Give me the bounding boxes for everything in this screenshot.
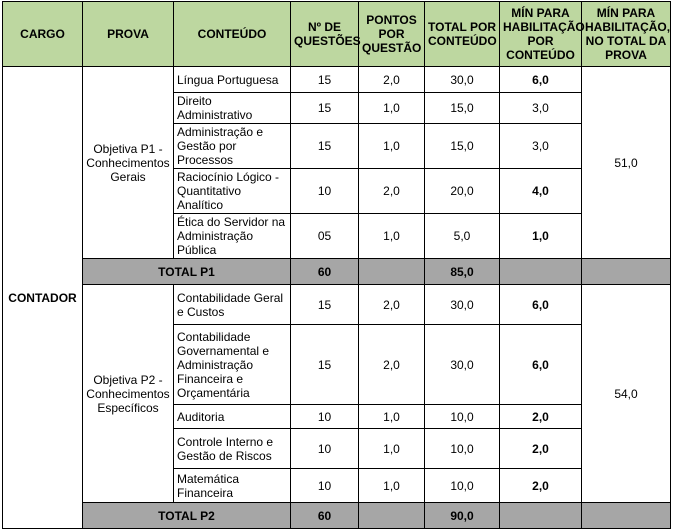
header-prova: PROVA: [82, 1, 174, 67]
table-row: Ética do Servidor na Administração Públi…: [3, 213, 671, 259]
total-p2-questoes: 60: [290, 502, 359, 529]
total-cell: 10,0: [424, 428, 500, 469]
questoes-cell: 15: [290, 324, 359, 405]
pontos-cell: 2,0: [358, 66, 425, 93]
total-p2-label: TOTAL P2: [82, 502, 291, 529]
total-cell: 10,0: [424, 404, 500, 429]
header-min-conteudo: MÍN PARA HABILITAÇÃO POR CONTEÚDO: [499, 1, 585, 67]
min-total-p1-cell: 51,0: [581, 66, 671, 259]
minimo-cell: 3,0: [499, 92, 582, 124]
header-conteudo: CONTEÚDO: [173, 1, 291, 67]
questoes-cell: 10: [290, 404, 359, 429]
questoes-cell: 15: [290, 123, 359, 169]
total-p2-empty: [358, 502, 425, 529]
total-cell: 30,0: [424, 66, 500, 93]
header-cargo: CARGO: [2, 1, 83, 67]
table-row: Controle Interno e Gestão de Riscos 10 1…: [3, 428, 671, 469]
pontos-cell: 2,0: [358, 168, 425, 214]
table-row: Direito Administrativo 15 1,0 15,0 3,0: [3, 92, 671, 124]
pontos-cell: 1,0: [358, 428, 425, 469]
conteudo-cell: Língua Portuguesa: [173, 66, 291, 93]
minimo-cell: 2,0: [499, 404, 582, 429]
total-cell: 5,0: [424, 213, 500, 259]
total-p1-row: TOTAL P1 60 85,0: [3, 258, 671, 285]
pontos-cell: 1,0: [358, 468, 425, 503]
total-cell: 15,0: [424, 92, 500, 124]
header-min-total: MÍN PARA HABILITAÇÃO, NO TOTAL DA PROVA: [581, 1, 671, 67]
questoes-cell: 15: [290, 66, 359, 93]
questoes-cell: 10: [290, 168, 359, 214]
header-pontos: PONTOS POR QUESTÃO: [358, 1, 425, 67]
questoes-cell: 10: [290, 428, 359, 469]
conteudo-cell: Ética do Servidor na Administração Públi…: [173, 213, 291, 259]
total-p1-pontos: 85,0: [424, 258, 500, 285]
conteudo-cell: Contabilidade Geral e Custos: [173, 284, 291, 325]
min-total-p2-cell: 54,0: [581, 284, 671, 503]
total-cell: 15,0: [424, 123, 500, 169]
table-row: Matemática Financeira 10 1,0 10,0 2,0: [3, 468, 671, 503]
total-cell: 10,0: [424, 468, 500, 503]
total-p2-empty: [581, 502, 671, 529]
total-cell: 30,0: [424, 284, 500, 325]
pontos-cell: 1,0: [358, 213, 425, 259]
total-p2-row: TOTAL P2 60 90,0: [3, 502, 671, 529]
conteudo-cell: Auditoria: [173, 404, 291, 429]
minimo-cell: 6,0: [499, 66, 582, 93]
table-row: Objetiva P2 - Conhecimentos Específicos …: [3, 284, 671, 503]
conteudo-cell: Direito Administrativo: [173, 92, 291, 124]
minimo-cell: 3,0: [499, 123, 582, 169]
minimo-cell: 4,0: [499, 168, 582, 214]
conteudo-cell: Administração e Gestão por Processos: [173, 123, 291, 169]
total-p1-label: TOTAL P1: [82, 258, 291, 285]
pontos-cell: 1,0: [358, 92, 425, 124]
pontos-cell: 2,0: [358, 284, 425, 325]
conteudo-cell: Contabilidade Governamental e Administra…: [173, 324, 291, 405]
conteudo-cell: Raciocínio Lógico - Quantitativo Analíti…: [173, 168, 291, 214]
questoes-cell: 15: [290, 284, 359, 325]
minimo-cell: 2,0: [499, 428, 582, 469]
prova-p2-cell: Objetiva P2 - Conhecimentos Específicos: [82, 284, 174, 503]
pontos-cell: 1,0: [358, 404, 425, 429]
total-p1-questoes: 60: [290, 258, 359, 285]
total-cell: 20,0: [424, 168, 500, 214]
conteudo-cell: Matemática Financeira: [173, 468, 291, 503]
cargo-cell: CONTADOR: [2, 66, 83, 529]
table-row: CONTADOR Objetiva P1 - Conhecimentos Ger…: [2, 66, 671, 529]
table-row: Administração e Gestão por Processos 15 …: [3, 123, 671, 169]
table-row: Contabilidade Governamental e Administra…: [3, 324, 671, 405]
minimo-cell: 2,0: [499, 468, 582, 503]
minimo-cell: 6,0: [499, 284, 582, 325]
questoes-cell: 15: [290, 92, 359, 124]
conteudo-cell: Controle Interno e Gestão de Riscos: [173, 428, 291, 469]
total-cell: 30,0: [424, 324, 500, 405]
total-p2-empty: [499, 502, 582, 529]
total-p1-empty: [358, 258, 425, 285]
table-row: Raciocínio Lógico - Quantitativo Analíti…: [3, 168, 671, 214]
prova-p1-cell: Objetiva P1 - Conhecimentos Gerais: [82, 66, 174, 259]
total-p2-pontos: 90,0: [424, 502, 500, 529]
header-row: CARGO PROVA CONTEÚDO Nº DE QUESTÕES PONT…: [2, 1, 671, 67]
pontos-cell: 2,0: [358, 324, 425, 405]
minimo-cell: 1,0: [499, 213, 582, 259]
total-p1-empty: [499, 258, 582, 285]
questoes-cell: 05: [290, 213, 359, 259]
questoes-cell: 10: [290, 468, 359, 503]
total-p1-empty: [581, 258, 671, 285]
minimo-cell: 6,0: [499, 324, 582, 405]
pontos-cell: 1,0: [358, 123, 425, 169]
header-total: TOTAL POR CONTEÚDO: [424, 1, 500, 67]
header-num-questoes: Nº DE QUESTÕES: [290, 1, 361, 67]
